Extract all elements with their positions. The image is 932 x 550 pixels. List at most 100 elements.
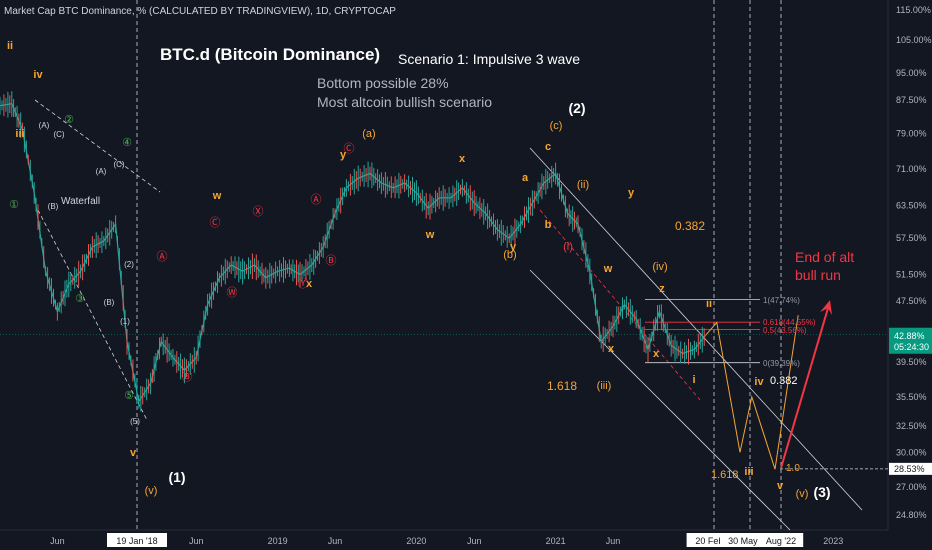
time-tick-label: Jun bbox=[328, 536, 343, 546]
price-tick-label: 95.00% bbox=[896, 68, 927, 78]
wave-label: iii bbox=[15, 128, 24, 140]
price-tick-label: 27.00% bbox=[896, 482, 927, 492]
annotation-fib-box-0: 0(39.39%) bbox=[763, 359, 800, 368]
time-highlight-label: Aug '22 bbox=[766, 536, 796, 546]
channel-line bbox=[529, 147, 863, 511]
price-tick-label: 115.00% bbox=[896, 5, 931, 15]
marker-price-label: 28.53% bbox=[894, 464, 925, 474]
wave-label: Ⓧ bbox=[253, 205, 264, 218]
time-highlight-label: 19 Jan '18 bbox=[116, 536, 157, 546]
annotation-title: BTC.d (Bitcoin Dominance) bbox=[160, 45, 380, 64]
price-tick-label: 35.50% bbox=[896, 392, 927, 402]
current-price-label: 42.88% bbox=[894, 331, 925, 341]
wave-label: (5) bbox=[130, 417, 140, 426]
wave-label: y bbox=[510, 241, 517, 253]
time-tick-label: Jun bbox=[50, 536, 65, 546]
time-tick-label: 2023 bbox=[823, 536, 843, 546]
price-tick-label: 51.50% bbox=[896, 269, 927, 279]
annotation-end-alt-2: bull run bbox=[795, 267, 841, 283]
wave-label: (b) bbox=[503, 249, 516, 261]
wave-label: (i) bbox=[563, 241, 573, 253]
wave-label: x bbox=[459, 153, 466, 165]
time-tick-label: Jun bbox=[467, 536, 482, 546]
wave-label: (iv) bbox=[652, 261, 667, 273]
chart-header-title: Market Cap BTC Dominance, % (CALCULATED … bbox=[4, 6, 396, 17]
wave-label: (B) bbox=[48, 202, 59, 211]
price-axis[interactable]: 115.00% 105.00% 95.00% 87.50% 79.00% 71.00% 63… bbox=[0, 5, 932, 520]
chart-guides bbox=[34, 0, 888, 531]
annotation-fib-1618-left: 1.618 bbox=[547, 379, 577, 393]
annotation-fib-box-0618: 0.618(44.55%) bbox=[763, 318, 816, 327]
trend-line bbox=[539, 209, 701, 401]
wave-label: ⑤ bbox=[124, 390, 134, 402]
price-tick-label: 39.50% bbox=[896, 357, 927, 367]
wave-label: (3) bbox=[813, 484, 830, 500]
annotation-texts: BTC.d (Bitcoin Dominance) Scenario 1: Imp… bbox=[61, 45, 854, 481]
wave-label: w bbox=[425, 229, 435, 241]
annotation-fib-box-1: 1(47.74%) bbox=[763, 296, 800, 305]
wave-label: x bbox=[306, 278, 313, 290]
wave-label: ① bbox=[9, 199, 19, 211]
wave-label: Ⓐ bbox=[157, 250, 168, 263]
projection-arrow bbox=[780, 307, 829, 469]
price-tick-label: 24.80% bbox=[896, 510, 927, 520]
wave-label: iv bbox=[33, 69, 43, 81]
channel-line bbox=[34, 99, 161, 193]
annotation-end-alt-1: End of alt bbox=[795, 249, 854, 265]
time-highlight-badge bbox=[758, 533, 804, 547]
time-highlight-badge bbox=[107, 533, 167, 547]
wave-label: (A) bbox=[96, 167, 107, 176]
time-highlight-label: 20 Feb '2 bbox=[695, 536, 732, 546]
wave-label: Ⓑ bbox=[182, 370, 193, 383]
wave-label: Ⓐ bbox=[311, 193, 322, 206]
wave-label: (v) bbox=[145, 485, 158, 497]
wave-label: (a) bbox=[362, 128, 375, 140]
annotation-fib-1618-right: 1.618 bbox=[711, 469, 739, 481]
time-axis[interactable]: Jun Jun 2019 Jun 2020 Jun 2021 Jun 2023 19 Jan '1… bbox=[50, 533, 843, 547]
wave-label: ② bbox=[64, 114, 74, 126]
wave-label: i bbox=[692, 374, 695, 386]
wave-label: (v) bbox=[796, 488, 809, 500]
annotation-fib-1-0: 1.0 bbox=[786, 463, 800, 474]
wave-label: c bbox=[545, 141, 551, 153]
wave-label: x bbox=[653, 348, 660, 360]
wave-label: v bbox=[777, 480, 784, 492]
wave-label: Ⓦ bbox=[227, 286, 238, 299]
marker-price-badge bbox=[889, 462, 932, 475]
wave-label: y bbox=[340, 149, 347, 161]
wave-label: v bbox=[130, 447, 137, 459]
price-tick-label: 63.50% bbox=[896, 201, 927, 211]
price-tick-label: 57.50% bbox=[896, 233, 927, 243]
annotation-scenario: Scenario 1: Impulsive 3 wave bbox=[398, 51, 580, 67]
price-tick-label: 87.50% bbox=[896, 95, 927, 105]
annotation-fib-0382-top: 0.382 bbox=[675, 219, 705, 233]
wave-label: (1) bbox=[120, 317, 130, 326]
wave-label: iii bbox=[744, 466, 753, 478]
time-tick-label: Jun bbox=[189, 536, 204, 546]
price-tick-label: 47.50% bbox=[896, 296, 927, 306]
time-tick-label: Jun bbox=[606, 536, 621, 546]
wave-label: (c) bbox=[550, 120, 563, 132]
projection-line bbox=[705, 315, 799, 470]
wave-labels: iiiviiiv(v)(1)(2)(3)(a)(c)(b)(i)(ii)(iii… bbox=[7, 40, 831, 500]
price-tick-label: 30.00% bbox=[896, 447, 927, 457]
time-highlight-label: 30 May '22 bbox=[728, 536, 772, 546]
wave-label: ③ bbox=[75, 293, 85, 305]
price-tick-label: 71.00% bbox=[896, 164, 927, 174]
wave-label: Ⓨ bbox=[298, 277, 309, 290]
wave-label: ii bbox=[7, 40, 13, 52]
wave-label: ④ bbox=[122, 137, 132, 149]
current-price-badge bbox=[889, 327, 932, 354]
wave-label: (1) bbox=[168, 469, 185, 485]
wave-label: z bbox=[659, 283, 665, 295]
annotation-bottom: Bottom possible 28% bbox=[317, 75, 449, 91]
wave-label: (C) bbox=[113, 160, 124, 169]
price-tick-label: 105.00% bbox=[896, 35, 932, 45]
wave-label: Ⓒ bbox=[344, 142, 355, 155]
wave-label: b bbox=[545, 219, 552, 231]
arrow-head-icon bbox=[820, 300, 832, 316]
wave-label: (iii) bbox=[597, 380, 612, 392]
price-series bbox=[0, 91, 707, 412]
wave-label: (B) bbox=[104, 298, 115, 307]
